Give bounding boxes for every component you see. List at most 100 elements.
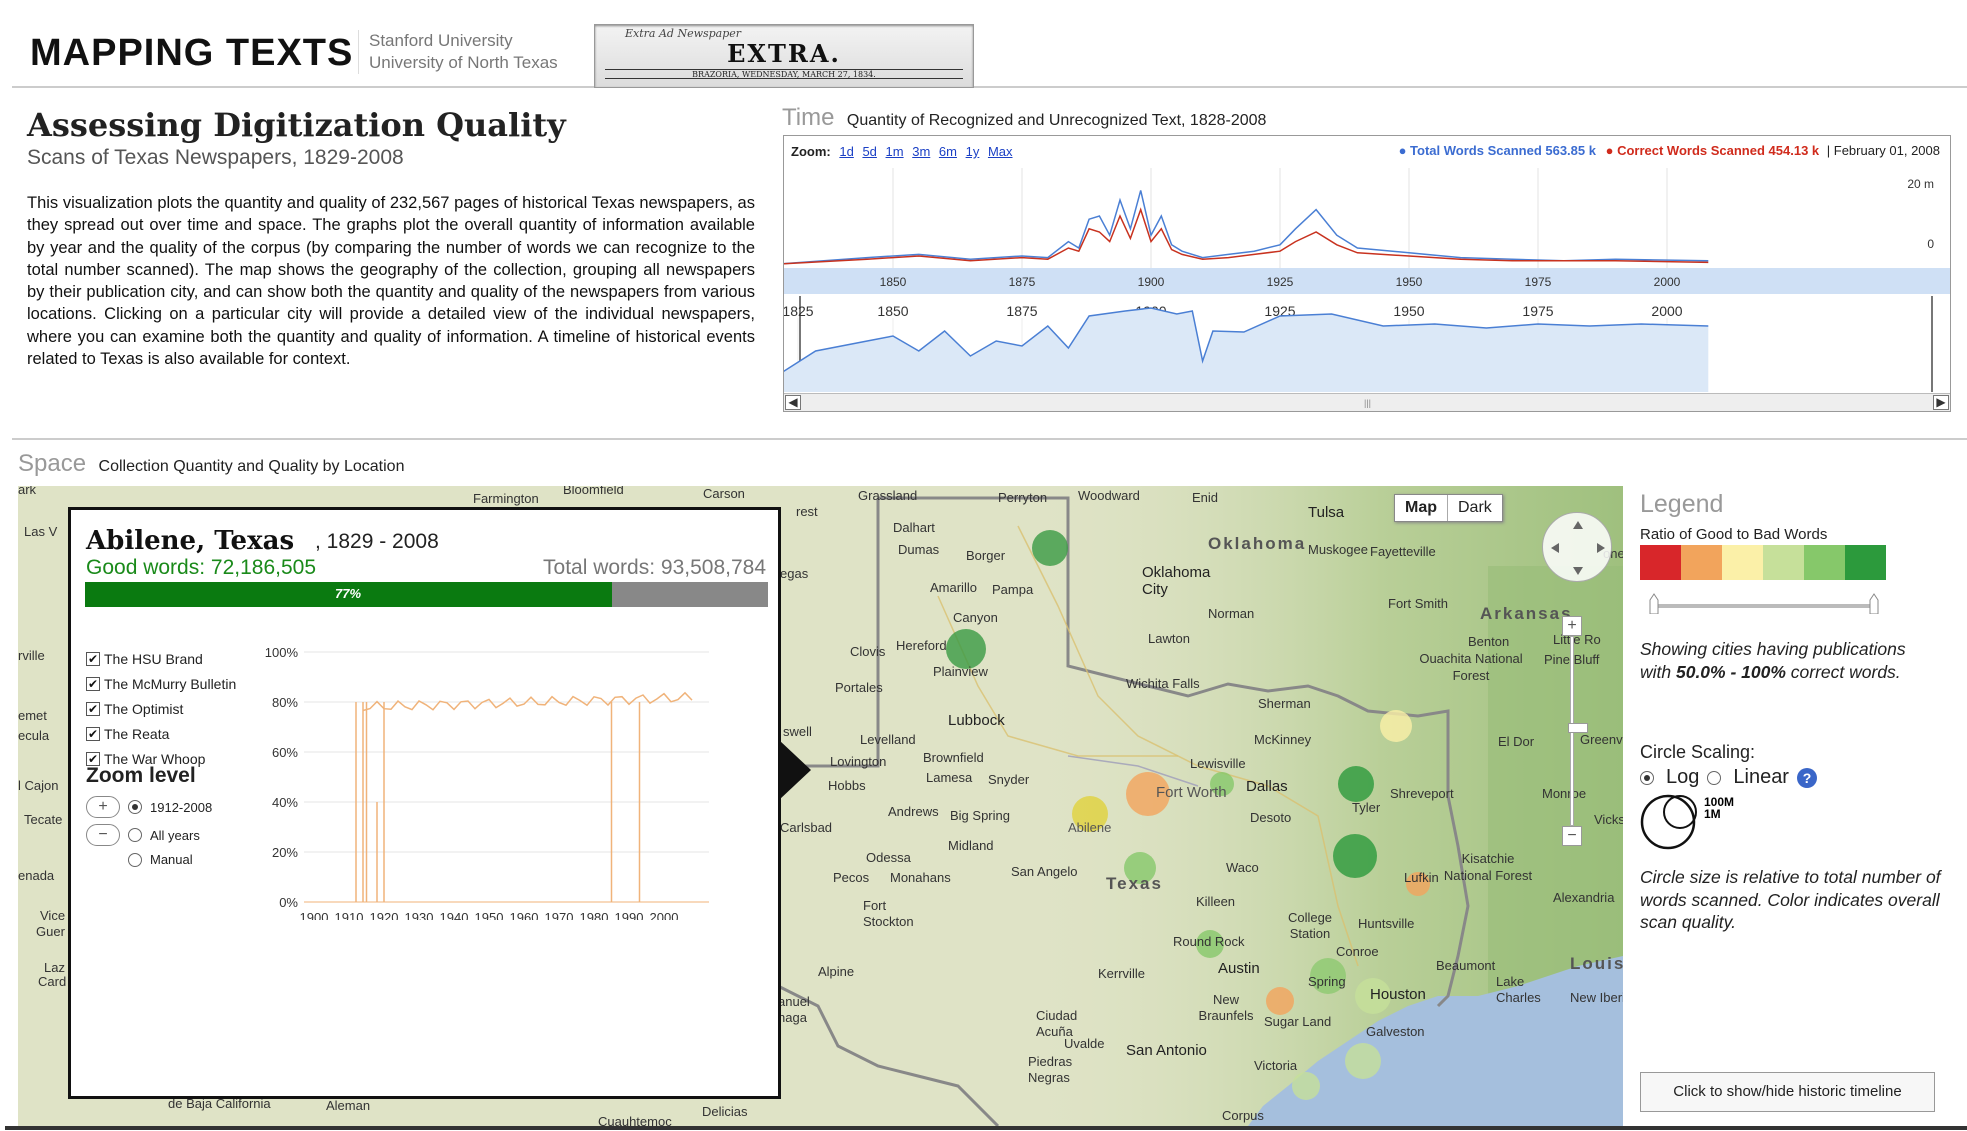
x-tick-label: 1900	[300, 910, 329, 920]
map-label: Vice	[40, 908, 66, 923]
radio-icon[interactable]	[128, 852, 142, 867]
city-circle-texas[interactable]	[1124, 852, 1156, 884]
scroll-grip-icon[interactable]: |||	[1364, 398, 1372, 408]
map-label: Oklahoma City	[1142, 564, 1211, 598]
popup-zoom-out-button[interactable]: −	[86, 824, 120, 846]
scroll-left-button[interactable]: ◀	[785, 395, 801, 410]
newspaper-item[interactable]: ✔ The Reata	[86, 721, 236, 746]
zoom-6m[interactable]: 6m	[938, 144, 957, 159]
city-circle-dallas[interactable]	[1210, 772, 1234, 796]
map-zoom-thumb[interactable]	[1568, 723, 1588, 733]
zoom-3m[interactable]: 3m	[912, 144, 931, 159]
checkbox-checked-icon[interactable]: ✔	[86, 726, 100, 741]
x-tick-label: 1975	[1525, 275, 1552, 289]
map-zoom-out-button[interactable]: −	[1562, 826, 1582, 846]
x-tick-label: 1980	[580, 910, 609, 920]
map-type-toggle: Map Dark	[1394, 494, 1503, 522]
city-circle-perryton[interactable]	[1032, 530, 1068, 566]
x-tick-label: 1850	[880, 275, 907, 289]
map-label: Monahans	[890, 870, 951, 885]
navigator-tick-label: 2000	[1651, 303, 1682, 319]
zoom-1d[interactable]: 1d	[839, 144, 854, 159]
city-circle-roundrock[interactable]	[1196, 930, 1224, 958]
scroll-right-button[interactable]: ▶	[1933, 395, 1949, 410]
radio-selected-icon[interactable]	[128, 800, 142, 814]
zoom-max[interactable]: Max	[987, 144, 1013, 159]
site-logo[interactable]: MAPPING TEXTS	[30, 32, 354, 74]
river	[1067, 755, 1199, 787]
map-label: Fort Worth	[1156, 784, 1227, 801]
checkbox-checked-icon[interactable]: ✔	[86, 651, 100, 666]
zoom-5d[interactable]: 5d	[862, 144, 877, 159]
map-label: Piedras Negras	[1028, 1054, 1073, 1085]
map-type-dark-button[interactable]: Dark	[1458, 499, 1492, 516]
texas-border-north	[878, 496, 1470, 1008]
city-circle-fortworth[interactable]	[1126, 772, 1170, 816]
city-circle-lufkin[interactable]	[1406, 872, 1430, 896]
city-circle-collegestation[interactable]	[1310, 958, 1346, 994]
map-label: Card	[38, 974, 67, 989]
toggle-timeline-button[interactable]: Click to show/hide historic timeline	[1640, 1072, 1935, 1112]
map-label: Fort Smith	[1388, 596, 1448, 611]
radio-icon[interactable]	[128, 828, 142, 842]
x-tick-label: 1990	[615, 910, 644, 920]
map-label: Arkansas	[1480, 604, 1573, 623]
popup-good-words: Good words: 72,186,505	[86, 556, 316, 579]
checkbox-checked-icon[interactable]: ✔	[86, 676, 100, 691]
legend-color-swatch	[1681, 545, 1722, 580]
city-circle-tyler[interactable]	[1333, 834, 1377, 878]
map-zoom-slider[interactable]	[1568, 636, 1588, 826]
map-label: Lufkin	[1404, 870, 1439, 885]
map-label: Greenvi	[1580, 732, 1623, 747]
rio-grande-border	[777, 984, 1000, 1126]
newspaper-item[interactable]: ✔ The HSU Brand	[86, 646, 236, 671]
map-type-map-button[interactable]: Map	[1395, 495, 1448, 521]
city-circle-victoria[interactable]	[1292, 1072, 1320, 1100]
map-zoom-in-button[interactable]: +	[1562, 616, 1582, 636]
map-label: Midland	[948, 838, 994, 853]
pan-control[interactable]	[1542, 512, 1612, 582]
map-label: Abilene	[1068, 820, 1112, 835]
newspaper-item[interactable]: ✔ The Optimist	[86, 696, 236, 721]
radio-linear-icon[interactable]	[1707, 770, 1722, 785]
map-label: Kisatchie National Forest	[1443, 851, 1533, 883]
city-circle-shreveport[interactable]	[1338, 766, 1374, 802]
zoom-1y[interactable]: 1y	[965, 144, 980, 159]
popup-years: , 1829 - 2008	[315, 530, 439, 553]
quality-range-slider[interactable]	[1648, 592, 1880, 614]
y-tick-label: 80%	[272, 695, 298, 710]
newspaper-quality-chart[interactable]: 100% 80% 60% 40% 20% 0%1900 1910 1920 1930 1940 19…	[249, 640, 719, 920]
city-circle-abilene[interactable]	[1072, 796, 1108, 832]
city-circle-hereford[interactable]	[946, 629, 986, 669]
popup-zoom-in-button[interactable]: +	[86, 796, 120, 818]
newspaper-item[interactable]: ✔ The War Whoop	[86, 746, 236, 771]
slider-handle-left[interactable]	[1649, 593, 1659, 614]
city-circle-austin[interactable]	[1266, 987, 1294, 1015]
help-icon[interactable]: ?	[1796, 767, 1817, 788]
quality-line	[362, 691, 693, 712]
city-circle-galveston[interactable]	[1345, 1043, 1381, 1079]
zoom-1m[interactable]: 1m	[885, 144, 904, 159]
city-circle-houston[interactable]	[1355, 978, 1391, 1014]
map-label: Tyler	[1352, 800, 1381, 815]
city-circle-greenville[interactable]	[1380, 710, 1412, 742]
timeline-scrollbar[interactable]: ◀ ||| ▶	[784, 393, 1950, 411]
scale-log-label[interactable]: Log	[1666, 766, 1700, 788]
radio-log-selected-icon[interactable]	[1640, 770, 1654, 785]
legend-title: Legend	[1640, 490, 1724, 518]
newspaper-dateline: BRAZORIA, WEDNESDAY, MARCH 27, 1834.	[605, 69, 963, 79]
map-label: Oklahoma	[1208, 534, 1307, 553]
highway	[1017, 525, 1359, 967]
slider-handle-right[interactable]	[1869, 593, 1879, 614]
scale-linear-label[interactable]: Linear	[1733, 766, 1789, 788]
timeline-chart[interactable]: 1850 1875 1900 1925 1950 1975 2000 20 m 0 1825 185…	[783, 135, 1951, 412]
map-label: Louisia	[1570, 954, 1623, 973]
timeline-svg[interactable]: 1850 1875 1900 1925 1950 1975 2000 20 m 0 1825 185…	[784, 136, 1950, 393]
newspaper-item[interactable]: ✔ The McMurry Bulletin	[86, 671, 236, 696]
map-label: New Braunfels	[1198, 992, 1254, 1023]
y-tick-label: 0	[1927, 237, 1934, 251]
checkbox-checked-icon[interactable]: ✔	[86, 751, 100, 766]
size-key-circles-icon: 100M 1M	[1640, 794, 1734, 850]
timeline-axis-band	[784, 268, 1950, 294]
checkbox-checked-icon[interactable]: ✔	[86, 701, 100, 716]
